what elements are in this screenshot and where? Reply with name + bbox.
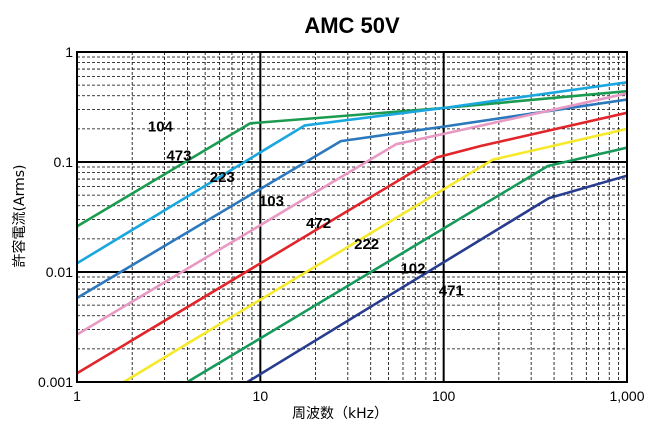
x-tick-label: 10: [253, 388, 269, 404]
series-label-472: 472: [306, 215, 331, 232]
series-line-103: [77, 92, 627, 336]
series-line-473: [77, 81, 627, 265]
series-label-223: 223: [210, 169, 235, 186]
x-axis-label: 周波数（kHz）: [292, 406, 388, 422]
series-line-104: [77, 89, 627, 228]
grid: [76, 51, 628, 383]
plot-frame: [76, 51, 628, 383]
series-line-472: [77, 111, 627, 375]
series-label-222: 222: [354, 236, 379, 253]
series-line-471: [246, 174, 627, 382]
tick-labels: 1 10 100 1,000 0.001 0.01 0.1 1: [38, 44, 645, 404]
y-tick-label: 0.01: [46, 264, 73, 280]
x-tick-label: 1,000: [609, 388, 644, 404]
x-tick-label: 1: [73, 388, 81, 404]
series-label-104: 104: [148, 119, 174, 136]
y-tick-label: 1: [65, 44, 73, 60]
series-labels: 104 473 223 103 472 222 102 471: [148, 119, 464, 300]
series-line-222: [123, 127, 627, 382]
y-tick-label: 0.1: [54, 154, 74, 170]
x-tick-label: 100: [432, 388, 456, 404]
series-label-471: 471: [439, 282, 464, 299]
series-label-102: 102: [400, 260, 425, 277]
series-label-103: 103: [259, 193, 284, 210]
series-label-473: 473: [166, 147, 191, 164]
series-lines: [77, 81, 627, 382]
y-axis-label: 許容電流(Arms): [11, 165, 28, 268]
series-line-102: [186, 146, 627, 382]
y-tick-label: 0.001: [38, 374, 73, 390]
chart-title: AMC 50V: [304, 13, 400, 38]
